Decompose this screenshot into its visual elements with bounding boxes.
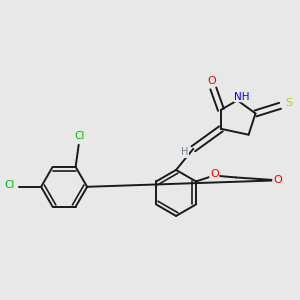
Text: NH: NH [234, 92, 250, 102]
Text: O: O [207, 76, 216, 86]
Text: Cl: Cl [4, 180, 15, 190]
Text: O: O [273, 175, 282, 185]
Text: S: S [285, 98, 292, 108]
Text: H: H [181, 148, 188, 158]
Text: Cl: Cl [74, 131, 85, 141]
Text: O: O [210, 169, 219, 179]
